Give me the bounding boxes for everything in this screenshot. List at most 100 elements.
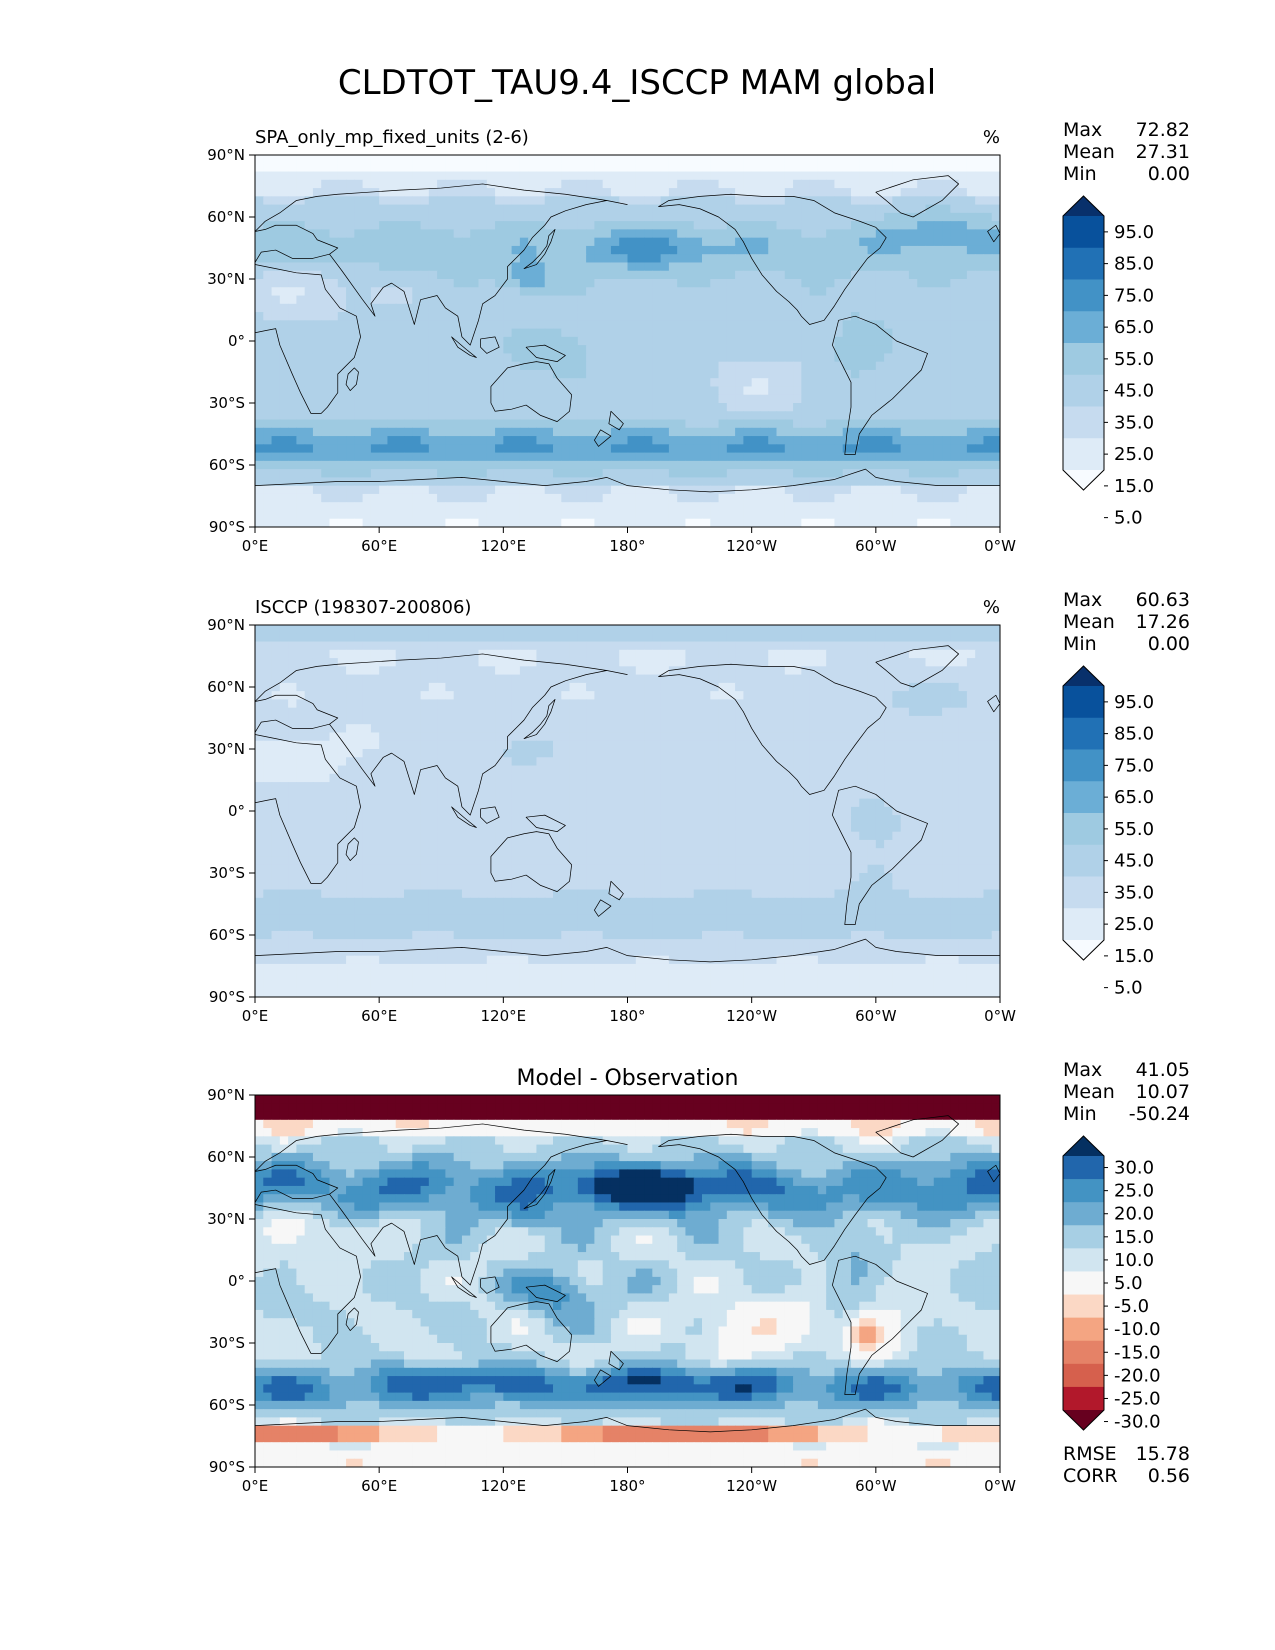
field-cell — [412, 295, 422, 305]
field-cell — [751, 699, 761, 709]
field-cell — [751, 245, 761, 255]
field-cell — [660, 237, 670, 247]
field-cell — [826, 345, 836, 354]
field-cell — [942, 427, 951, 437]
field-cell — [975, 369, 985, 379]
field-cell — [851, 419, 860, 429]
field-cell — [362, 469, 372, 478]
field-cell — [991, 320, 1000, 330]
field-cell — [594, 674, 604, 684]
field-cell — [975, 303, 985, 313]
field-cell — [271, 386, 281, 396]
field-cell — [420, 502, 430, 512]
field-cell — [925, 403, 935, 412]
field-cell — [759, 436, 769, 445]
field-cell — [412, 485, 422, 495]
field-cell — [296, 452, 306, 462]
field-cell — [958, 245, 968, 255]
field-cell — [437, 229, 446, 239]
field-cell — [768, 245, 778, 255]
field-cell — [933, 411, 943, 421]
field-cell — [660, 427, 670, 437]
field-cell — [884, 312, 893, 321]
field-cell — [321, 369, 331, 379]
field-cell — [660, 666, 670, 676]
field-cell — [586, 254, 595, 264]
field-cell — [859, 658, 869, 667]
field-cell — [279, 378, 289, 388]
field-cell — [702, 699, 711, 709]
field-cell — [635, 658, 645, 667]
field-cell — [337, 510, 347, 520]
field-cell — [428, 469, 438, 478]
field-cell — [942, 196, 951, 206]
field-cell — [652, 386, 662, 396]
field-cell — [660, 633, 670, 643]
field-cell — [379, 427, 389, 437]
field-cell — [354, 163, 364, 173]
field-cell — [602, 171, 612, 181]
field-cell — [379, 336, 389, 346]
field-cell — [884, 436, 893, 445]
field-cell — [561, 320, 571, 330]
field-cell — [461, 163, 471, 173]
field-cell — [809, 262, 819, 272]
field-cell — [751, 295, 761, 305]
field-cell — [975, 419, 985, 429]
field-cell — [991, 436, 1000, 445]
field-cell — [685, 510, 695, 520]
field-cell — [677, 674, 687, 684]
field-cell — [668, 411, 678, 421]
field-cell — [395, 460, 405, 470]
field-cell — [594, 221, 604, 230]
field-cell — [461, 353, 471, 363]
field-cell — [528, 212, 538, 222]
field-cell — [486, 353, 496, 363]
field-cell — [486, 699, 496, 709]
field-cell — [917, 287, 927, 297]
field-cell — [536, 633, 546, 643]
field-cell — [271, 510, 281, 520]
field-cell — [561, 254, 571, 264]
field-cell — [726, 204, 736, 214]
field-cell — [867, 229, 877, 239]
stat-label: Max — [1063, 119, 1102, 141]
field-cell — [793, 336, 802, 346]
field-cell — [453, 649, 463, 659]
field-cell — [867, 188, 877, 197]
field-cell — [553, 229, 562, 239]
field-cell — [627, 270, 637, 280]
field-cell — [726, 221, 736, 230]
field-cell — [395, 691, 405, 700]
field-cell — [412, 510, 422, 520]
field-cell — [635, 649, 645, 659]
field-cell — [619, 345, 629, 354]
field-cell — [867, 411, 877, 421]
colorbar-label: 95.0 — [1114, 222, 1154, 243]
colorbar-label: 35.0 — [1114, 412, 1154, 433]
field-cell — [718, 155, 728, 164]
field-cell — [759, 336, 769, 346]
field-cell — [635, 312, 645, 321]
field-cell — [619, 196, 629, 206]
field-cell — [768, 163, 778, 173]
field-cell — [478, 510, 488, 520]
field-cell — [519, 345, 529, 354]
field-cell — [511, 353, 521, 363]
field-cell — [759, 328, 769, 338]
field-cell — [453, 633, 463, 643]
field-cell — [743, 279, 753, 288]
field-cell — [279, 403, 289, 412]
field-cell — [255, 328, 264, 338]
field-cell — [486, 691, 496, 700]
field-cell — [950, 674, 960, 684]
field-cell — [602, 460, 612, 470]
field-cell — [917, 394, 927, 404]
field-cell — [859, 361, 869, 371]
field-cell — [834, 188, 844, 197]
field-cell — [751, 287, 761, 297]
field-cell — [908, 270, 918, 280]
field-cell — [453, 245, 463, 255]
field-cell — [826, 237, 836, 247]
field-cell — [793, 649, 802, 659]
